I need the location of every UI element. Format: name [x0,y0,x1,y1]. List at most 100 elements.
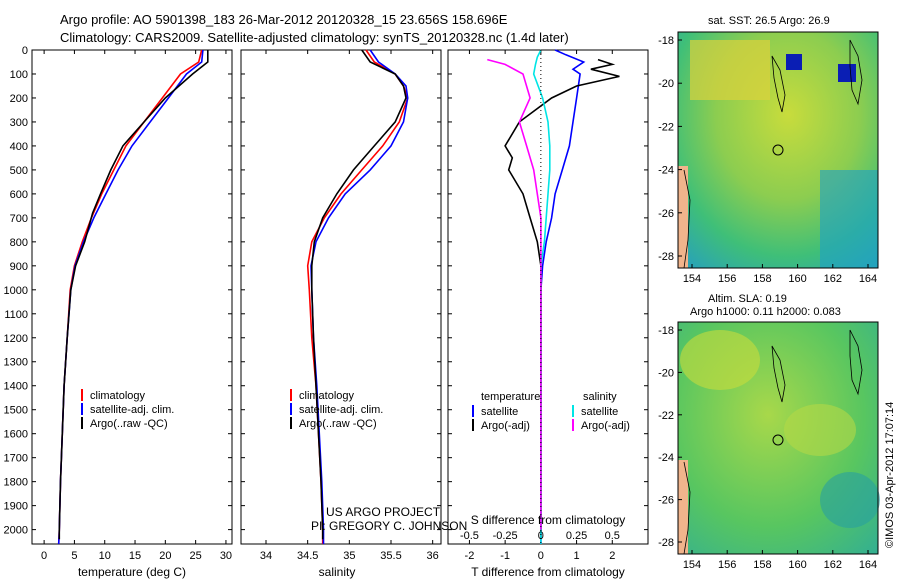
depth-tick-label: 2000 [4,525,28,537]
depth-tick-label: 1700 [4,453,28,465]
map-lat-label: -24 [658,452,674,464]
depth-tick-label: 800 [10,237,28,249]
difference-xlabel-top: S difference from climatology [471,513,626,527]
x-tick-label: 36 [427,550,439,562]
sla-argo-position [772,434,784,446]
map-lat-label: -20 [658,367,674,379]
legend-entry: satellite-adj. clim. [90,404,174,416]
depth-tick-label: 900 [10,261,28,273]
salinity-xlabel: salinity [319,565,356,579]
legend-title-salinity: salinity [583,391,617,403]
sst-cold-spot-2 [838,64,856,82]
series-line-satellite [532,49,551,544]
depth-axis: 0 100 200 300 400 500 600 700 800 900 1000 1100 1200… [4,45,648,537]
series-line-argo--adj- [487,58,542,530]
depth-tick-label: 200 [10,93,28,105]
temperature-chart: 0 5 10 15 20 25 30 climatology satellite-adj. cl… [41,49,232,562]
temperature-xlabel: temperature (deg C) [78,565,186,579]
sst-map-frame [677,31,879,269]
map-lat-label: -24 [658,165,674,177]
difference-panel-frame [447,49,649,545]
legend-entry: satellite [581,406,618,418]
legend-title-temperature: temperature [481,391,540,403]
depth-tick-label: 0 [22,45,28,57]
sla-map-frame [677,321,879,555]
x-tick-label: 20 [159,550,171,562]
figure-title-line2: Climatology: CARS2009. Satellite-adjuste… [60,30,569,45]
map-lon-label: 158 [753,273,771,285]
s-diff-tick-label: 0.5 [605,530,620,542]
legend-entry: Argo(..raw -QC) [299,418,377,430]
sla-coastline [683,329,863,555]
map-lon-label: 162 [824,273,842,285]
depth-tick-label: 600 [10,189,28,201]
sla-high-blob [680,330,760,390]
sla-map: Altim. SLA: 0.19 Argo h1000: 0.11 h2000:… [658,293,880,571]
x-tick-label: 2 [609,550,615,562]
series-line-climatology [57,49,203,545]
s-diff-tick-label: 0 [538,530,544,542]
sst-coastline [683,39,863,269]
x-tick-label: 30 [220,550,232,562]
depth-tick-label: 1600 [4,429,28,441]
map-lon-label: 154 [683,559,701,571]
sla-map-title-line1: Altim. SLA: 0.19 [708,293,787,305]
legend-entry: satellite-adj. clim. [299,404,383,416]
x-tick-label: 5 [71,550,77,562]
map-lat-label: -20 [658,78,674,90]
map-lon-label: 160 [788,273,806,285]
map-lat-label: -28 [658,537,674,549]
sla-land-patch [678,460,688,554]
legend-entry: climatology [90,390,146,402]
map-lat-label: -28 [658,251,674,263]
series-line-argo---raw--qc- [310,49,407,540]
map-lon-label: 154 [683,273,701,285]
depth-tick-label: 1500 [4,405,28,417]
x-tick-label: 35 [343,550,355,562]
depth-tick-label: 1900 [4,501,28,513]
sla-high-blob-2 [784,404,856,456]
x-tick-label: 35.5 [380,550,401,562]
sst-land-patch [678,166,688,268]
s-diff-tick-label: -0.25 [493,530,518,542]
map-lat-label: -26 [658,495,674,507]
depth-tick-label: 300 [10,117,28,129]
figure-title-line1: Argo profile: AO 5901398_183 26-Mar-2012… [60,12,508,27]
series-line-argo---raw--qc- [58,50,209,540]
project-label: US ARGO PROJECT [326,505,441,519]
legend-entry: satellite [481,406,518,418]
x-tick-label: 0 [41,550,47,562]
series-line-satellite [540,49,586,544]
depth-tick-label: 700 [10,213,28,225]
sla-map-title-line2: Argo h1000: 0.11 h2000: 0.083 [690,306,841,318]
x-tick-label: 15 [129,550,141,562]
sst-map-title: sat. SST: 26.5 Argo: 26.9 [708,15,830,27]
depth-tick-label: 100 [10,69,28,81]
depth-tick-label: 1800 [4,477,28,489]
depth-tick-label: 1000 [4,285,28,297]
map-lon-label: 164 [859,559,877,571]
map-lat-label: -22 [658,121,674,133]
depth-tick-label: 1200 [4,333,28,345]
x-tick-label: -1 [500,550,510,562]
map-lon-label: 160 [788,559,806,571]
series-line-satellite-adj--clim- [57,49,204,545]
sla-low-blob [820,472,880,528]
map-lat-label: -22 [658,410,674,422]
x-tick-label: -2 [465,550,475,562]
sst-cold-spot-1 [786,54,802,70]
map-lat-label: -18 [658,325,674,337]
map-lon-label: 156 [718,273,736,285]
map-lat-label: -18 [658,35,674,47]
s-diff-tick-label: -0.5 [460,530,479,542]
depth-tick-label: 400 [10,141,28,153]
depth-tick-label: 1300 [4,357,28,369]
sst-argo-position [772,144,784,156]
legend-entry: Argo(-adj) [481,420,530,432]
sst-map-axes: -18 -20 -22 -24 -26 -28 154 156 158 160 162 164 [658,35,877,285]
x-tick-label: 1 [574,550,580,562]
salinity-panel-frame [240,49,442,545]
map-lon-label: 158 [753,559,771,571]
depth-tick-label: 500 [10,165,28,177]
